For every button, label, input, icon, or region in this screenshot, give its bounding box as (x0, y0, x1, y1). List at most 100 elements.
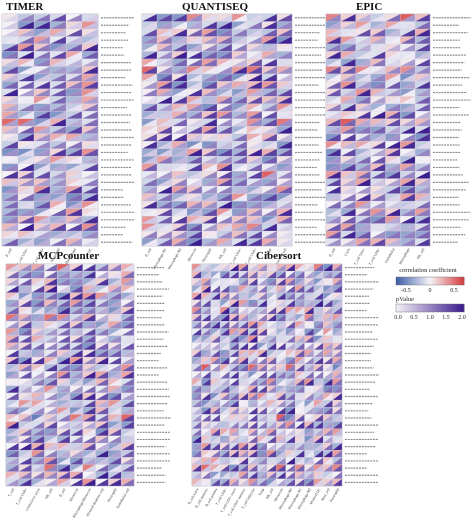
cell-pvalue (192, 364, 202, 372)
cell-pvalue (326, 51, 341, 59)
cell-pvalue (157, 96, 172, 104)
cell-pvalue (247, 21, 262, 29)
cell-pvalue (172, 43, 187, 52)
cell-correlation (313, 321, 324, 329)
cell-pvalue (57, 478, 70, 486)
cell-correlation (326, 73, 341, 82)
cell-pvalue (304, 342, 314, 350)
cell-pvalue (172, 163, 187, 172)
cell-correlation (276, 471, 286, 479)
cell-correlation (285, 478, 296, 486)
legend-correlation-swatch (460, 277, 463, 285)
cell-pvalue (248, 349, 258, 358)
cell-correlation (6, 335, 19, 343)
panel-title-timer: TIMER (6, 1, 44, 13)
cell-correlation (172, 186, 187, 194)
cell-correlation (313, 400, 324, 408)
cell-correlation (210, 314, 221, 322)
cell-correlation (220, 443, 230, 451)
cell-pvalue (267, 450, 277, 458)
cell-pvalue (267, 364, 277, 372)
cell-pvalue (2, 36, 18, 44)
column-label: T_cell CD8+ (244, 248, 257, 266)
cell-correlation (415, 21, 430, 29)
cell-pvalue (142, 118, 157, 127)
cell-correlation (202, 178, 217, 187)
cell-pvalue (326, 111, 341, 119)
cell-correlation (66, 141, 82, 149)
cell-correlation (95, 392, 109, 401)
cell-pvalue (201, 471, 211, 479)
cell-pvalue (34, 21, 50, 29)
legend-pvalue-tick: 0.5 (410, 315, 418, 321)
cell-correlation (323, 378, 333, 386)
cell-correlation (202, 163, 217, 172)
cell-correlation (121, 264, 134, 272)
cell-correlation (229, 428, 239, 436)
cell-pvalue (82, 328, 96, 336)
cell-correlation (70, 392, 83, 401)
column-label: Macrophage M1 (152, 247, 167, 270)
cell-pvalue (385, 178, 401, 187)
cell-correlation (340, 14, 356, 22)
cell-correlation (295, 271, 305, 279)
cell-pvalue (57, 407, 70, 415)
cell-correlation (229, 299, 239, 307)
cell-correlation (267, 278, 277, 286)
cell-correlation (276, 421, 286, 429)
cell-pvalue (95, 306, 109, 315)
cell-pvalue (210, 428, 221, 436)
cell-pvalue (210, 278, 221, 286)
cell-pvalue (95, 435, 109, 444)
cell-correlation (70, 400, 83, 408)
cell-correlation (121, 435, 134, 444)
cell-pvalue (66, 88, 82, 97)
cell-correlation (6, 306, 19, 315)
cell-correlation (70, 342, 83, 350)
cell-pvalue (295, 321, 305, 329)
cell-correlation (313, 478, 324, 486)
cell-correlation (6, 278, 19, 286)
cell-correlation (295, 400, 305, 408)
column-label: Tregs (258, 487, 266, 496)
cell-pvalue (332, 385, 342, 393)
cell-pvalue (340, 126, 356, 134)
cell-pvalue (157, 126, 172, 134)
cell-correlation (400, 103, 416, 112)
cell-correlation (95, 435, 109, 444)
cell-pvalue (340, 14, 356, 22)
cell-pvalue (57, 264, 70, 272)
cell-pvalue (121, 271, 134, 279)
cell-pvalue (370, 118, 386, 127)
cell-correlation (34, 148, 50, 157)
cell-pvalue (82, 163, 98, 172)
cell-correlation (192, 364, 202, 372)
cell-pvalue (257, 342, 267, 350)
cell-correlation (82, 357, 96, 365)
cell-correlation (267, 264, 277, 272)
cell-pvalue (6, 385, 19, 393)
cell-pvalue (332, 299, 342, 307)
cell-correlation (220, 357, 230, 365)
cell-pvalue (217, 223, 232, 232)
cell-correlation (2, 231, 18, 239)
cell-pvalue (313, 421, 324, 429)
cell-pvalue (202, 96, 217, 104)
cell-correlation (285, 271, 296, 279)
cell-pvalue (415, 208, 430, 217)
cell-correlation (267, 321, 277, 329)
cell-correlation (332, 435, 342, 444)
cell-pvalue (187, 178, 202, 187)
cell-correlation (18, 342, 32, 350)
cell-correlation (6, 443, 19, 451)
cell-correlation (202, 148, 217, 157)
cell-correlation (108, 435, 122, 444)
cell-correlation (277, 126, 292, 134)
cell-correlation (326, 88, 341, 97)
cell-pvalue (332, 306, 342, 315)
cell-pvalue (238, 271, 249, 279)
cell-pvalue (220, 364, 230, 372)
cell-correlation (340, 118, 356, 127)
cell-pvalue (217, 186, 232, 194)
cell-pvalue (285, 342, 296, 350)
